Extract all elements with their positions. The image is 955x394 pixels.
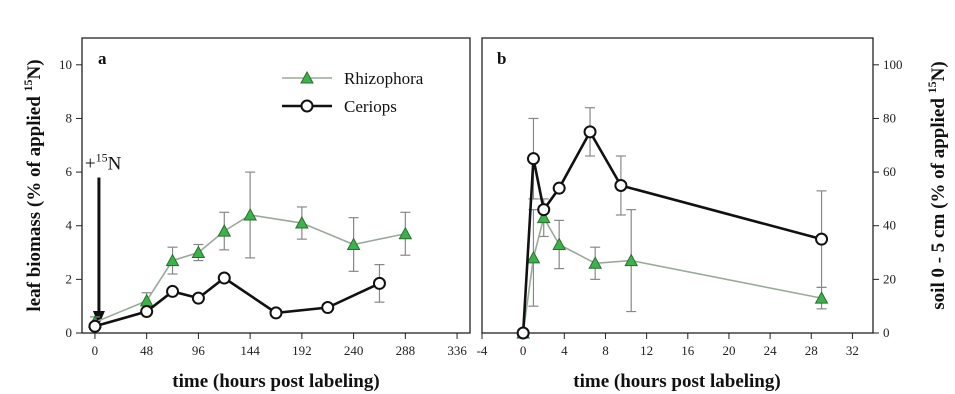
y-axis-title-sup: 15: [21, 79, 35, 91]
x-tick-label: 144: [240, 343, 260, 358]
series-ceriops-point: [140, 305, 154, 319]
series-ceriops-point: [321, 301, 335, 315]
series-ceriops-point: [217, 271, 231, 285]
panel-letter: b: [497, 49, 506, 68]
series-ceriops-point: [815, 232, 829, 246]
y-tick-label: 6: [66, 164, 73, 179]
series-ceriops-point: [583, 125, 597, 139]
series-rhizophora-point: [139, 293, 154, 307]
series-rhizophora-point: [814, 291, 829, 304]
y-axis-title-part: N): [24, 59, 45, 79]
y-tick-label: 8: [66, 110, 73, 125]
plot-frame: [81, 37, 471, 334]
series-ceriops-point: [516, 326, 530, 340]
y-axis-title-part: soil 0 - 5 cm (% of applied: [928, 93, 949, 309]
y-tick-label: 2: [66, 271, 73, 286]
y-tick-label: 4: [66, 218, 73, 233]
x-tick-label: 24: [764, 343, 778, 358]
series-ceriops-point: [526, 152, 540, 166]
series-rhizophora-point: [165, 253, 180, 267]
y-axis-title-sup: 15: [925, 81, 939, 93]
y-tick-label: 100: [883, 57, 903, 72]
series-rhizophora-point: [526, 250, 541, 264]
panel-b: -4 0 4 8 12 16 20 24 28 32 0 20 40 60 80 100 time (hours…: [477, 37, 949, 392]
y-axis-title-part: leaf biomass (% of applied: [24, 91, 45, 311]
label-annotation-sup: 15: [96, 150, 108, 164]
series-ceriops-point: [552, 181, 566, 195]
y-tick-label: 80: [883, 110, 896, 125]
y-axis-title: leaf biomass (% of applied 15N): [21, 59, 45, 311]
x-tick-label: 32: [846, 343, 859, 358]
series-ceriops-point: [88, 319, 102, 333]
x-axis-title: time (hours post labeling): [172, 371, 379, 392]
y-tick-label: 0: [883, 325, 890, 340]
x-axis-title: time (hours post labeling): [573, 371, 780, 392]
x-tick-label: 16: [681, 343, 695, 358]
y-tick-label: 20: [883, 271, 896, 286]
series-ceriops-point: [372, 276, 386, 290]
series-rhizophora-point: [552, 237, 567, 250]
x-tick-label: 20: [722, 343, 735, 358]
series-rhizophora-point: [624, 253, 639, 267]
x-tick-label: 28: [805, 343, 818, 358]
y-tick-label: 10: [59, 57, 72, 72]
label-annotation: +15N: [85, 150, 122, 174]
x-tick-label: 192: [292, 343, 312, 358]
x-tick-label: -4: [477, 343, 488, 358]
y-axis-title-part: N): [928, 61, 949, 81]
panel-a: 0 48 96 144 192 240 288 336 0 2 4 6 8 10 time (hours p…: [21, 37, 471, 392]
series-ceriops-point: [191, 291, 205, 305]
series-rhizophora-line: [522, 215, 822, 334]
legend-ceriops-label: Ceriops: [344, 97, 397, 116]
x-tick-label: 336: [447, 343, 467, 358]
x-tick-label: 96: [192, 343, 206, 358]
series-rhizophora-point: [295, 216, 309, 229]
series-ceriops-point: [269, 306, 283, 320]
series-rhizophora-point: [191, 245, 206, 259]
series-rhizophora-point: [588, 256, 603, 269]
x-tick-label: 48: [140, 343, 153, 358]
series-rhizophora-point: [346, 237, 361, 250]
x-tick-label: 0: [520, 343, 527, 358]
series-ceriops-point: [166, 284, 180, 298]
y-tick-label: 40: [883, 218, 896, 233]
label-annotation-text: N: [108, 153, 122, 174]
series-rhizophora-point: [536, 210, 551, 224]
x-tick-label: 240: [344, 343, 364, 358]
x-tick-label: 0: [92, 343, 99, 358]
y-axis-title: soil 0 - 5 cm (% of applied 15N): [925, 61, 949, 309]
label-annotation-prefix: +: [85, 153, 96, 174]
legend-ceriops-marker: [300, 99, 314, 113]
panel-letter: a: [98, 49, 107, 68]
series-rhizophora-point: [243, 207, 257, 221]
label-arrowhead: [92, 310, 105, 325]
series-ceriops-line: [521, 129, 822, 334]
x-tick-label: 4: [561, 343, 568, 358]
y-tick-label: 0: [66, 325, 73, 340]
series-ceriops-point: [537, 203, 551, 217]
series-ceriops-line: [94, 276, 381, 328]
legend-rhizophora-label: Rhizophora: [344, 69, 424, 88]
series-rhizophora-point: [398, 226, 413, 240]
legend-rhizophora-marker: [300, 70, 314, 84]
x-tick-label: 288: [396, 343, 416, 358]
x-tick-label: 8: [602, 343, 609, 358]
plot-frame: [481, 37, 874, 334]
x-tick-label: 12: [640, 343, 653, 358]
y-tick-label: 60: [883, 164, 896, 179]
series-rhizophora-point: [217, 224, 232, 237]
series-ceriops-point: [614, 179, 628, 192]
